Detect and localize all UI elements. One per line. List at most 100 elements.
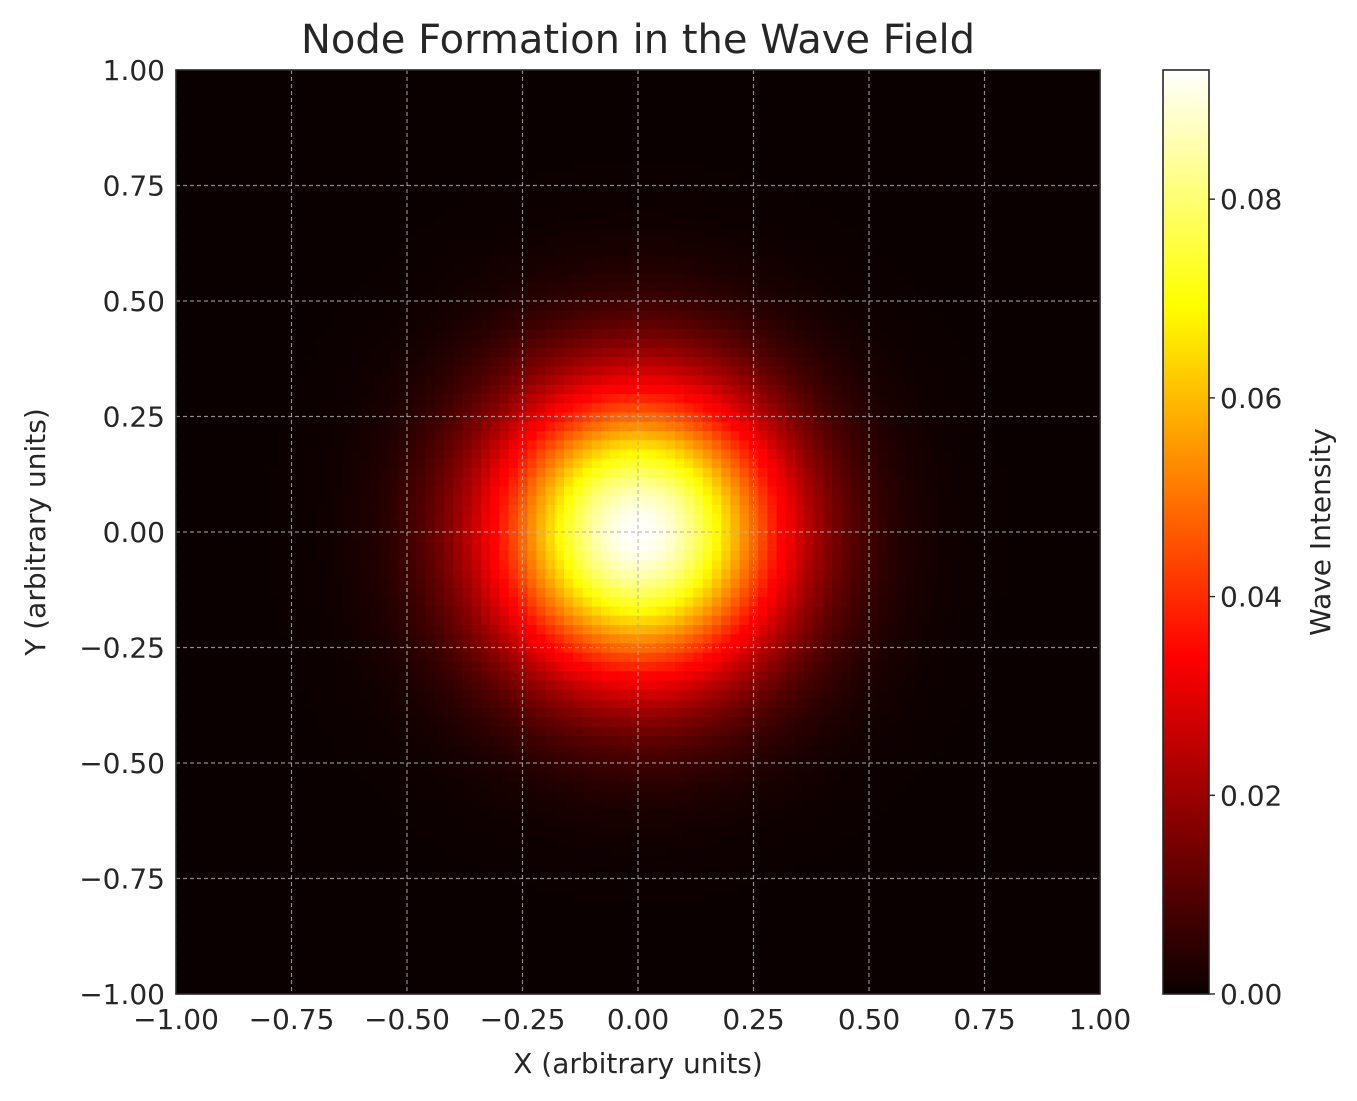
heatmap-cell <box>813 883 824 893</box>
heatmap-cell <box>758 827 768 838</box>
heatmap-cell <box>573 596 584 607</box>
heatmap-cell <box>776 615 787 625</box>
heatmap-cell <box>924 892 935 903</box>
heatmap-cell <box>813 642 824 653</box>
heatmap-cell <box>351 726 362 736</box>
heatmap-cell <box>231 818 242 829</box>
heatmap-cell <box>370 596 380 607</box>
heatmap-cell <box>702 910 713 921</box>
heatmap-cell <box>259 920 269 930</box>
heatmap-cell <box>203 559 214 570</box>
heatmap-cell <box>730 670 741 681</box>
heatmap-cell <box>721 541 731 552</box>
heatmap-cell <box>804 744 815 755</box>
heatmap-cell <box>1072 966 1083 977</box>
heatmap-cell <box>314 957 325 967</box>
heatmap-cell <box>591 864 602 875</box>
heatmap-cell <box>536 698 547 709</box>
heatmap-cell <box>1090 883 1100 893</box>
heatmap-cell <box>933 892 944 903</box>
heatmap-cell <box>924 624 935 635</box>
heatmap-cell <box>859 938 870 949</box>
heatmap-cell <box>434 929 445 940</box>
heatmap-cell <box>203 772 214 783</box>
heatmap-cell <box>804 587 815 598</box>
heatmap-cell <box>176 809 186 820</box>
heatmap-cell <box>878 587 889 598</box>
heatmap-cell <box>1026 790 1036 801</box>
heatmap-cell <box>850 716 861 727</box>
heatmap-cell <box>1081 846 1092 856</box>
heatmap-cell <box>1081 938 1092 949</box>
heatmap-cell <box>915 855 926 866</box>
heatmap-cell <box>286 855 297 866</box>
heatmap-cell <box>480 809 491 820</box>
heatmap-cell <box>286 818 297 829</box>
heatmap-cell <box>434 624 445 635</box>
heatmap-cell <box>1081 892 1092 903</box>
heatmap-cell <box>176 781 186 792</box>
heatmap-cell <box>638 633 648 644</box>
heatmap-cell <box>721 587 731 598</box>
heatmap-cell <box>961 615 972 625</box>
heatmap-cell <box>684 578 695 589</box>
heatmap-cell <box>1044 901 1055 912</box>
heatmap-cell <box>582 624 593 635</box>
heatmap-cell <box>859 559 870 570</box>
heatmap-cell <box>1007 836 1018 847</box>
heatmap-cell <box>989 624 999 635</box>
heatmap-cell <box>887 938 898 949</box>
heatmap-cell <box>370 790 380 801</box>
heatmap-cell <box>711 605 722 616</box>
heatmap-cell <box>979 818 990 829</box>
heatmap-cell <box>739 809 750 820</box>
heatmap-cell <box>989 652 999 662</box>
heatmap-cell <box>850 605 861 616</box>
heatmap-cell <box>314 689 325 699</box>
heatmap-cell <box>490 947 500 958</box>
heatmap-cell <box>314 864 325 875</box>
heatmap-cell <box>268 550 279 561</box>
heatmap-cell <box>351 763 362 773</box>
heatmap-cell <box>379 642 390 653</box>
heatmap-cell <box>758 726 768 736</box>
heatmap-cell <box>730 689 741 699</box>
heatmap-cell <box>989 550 999 561</box>
heatmap-cell <box>499 799 510 810</box>
heatmap-cell <box>776 679 787 690</box>
heatmap-cell <box>739 689 750 699</box>
heatmap-cell <box>185 966 196 977</box>
heatmap-cell <box>619 633 630 644</box>
heatmap-cell <box>924 753 935 764</box>
heatmap-cell <box>323 698 334 709</box>
heatmap-cell <box>989 883 999 893</box>
heatmap-cell <box>231 661 242 672</box>
heatmap-cell <box>554 901 565 912</box>
heatmap-cell <box>887 670 898 681</box>
heatmap-cell <box>628 735 639 746</box>
heatmap-cell <box>388 735 399 746</box>
heatmap-cell <box>268 624 279 635</box>
heatmap-cell <box>240 873 251 884</box>
heatmap-cell <box>388 883 399 893</box>
heatmap-cell <box>952 920 962 930</box>
heatmap-cell <box>850 753 861 764</box>
heatmap-cell <box>610 633 621 644</box>
heatmap-cell <box>212 615 223 625</box>
heatmap-cell <box>684 763 695 773</box>
heatmap-cell <box>924 790 935 801</box>
heatmap-cell <box>989 587 999 598</box>
heatmap-cell <box>610 689 621 699</box>
heatmap-cell <box>176 735 186 746</box>
heatmap-cell <box>194 763 205 773</box>
heatmap-cell <box>924 929 935 940</box>
heatmap-cell <box>693 809 704 820</box>
heatmap-cell <box>527 735 537 746</box>
heatmap-cell <box>425 947 436 958</box>
heatmap-cell <box>443 836 454 847</box>
heatmap-cell <box>989 855 999 866</box>
heatmap-cell <box>296 799 306 810</box>
heatmap-cell <box>721 920 731 930</box>
heatmap-cell <box>305 670 316 681</box>
heatmap-cell <box>582 716 593 727</box>
